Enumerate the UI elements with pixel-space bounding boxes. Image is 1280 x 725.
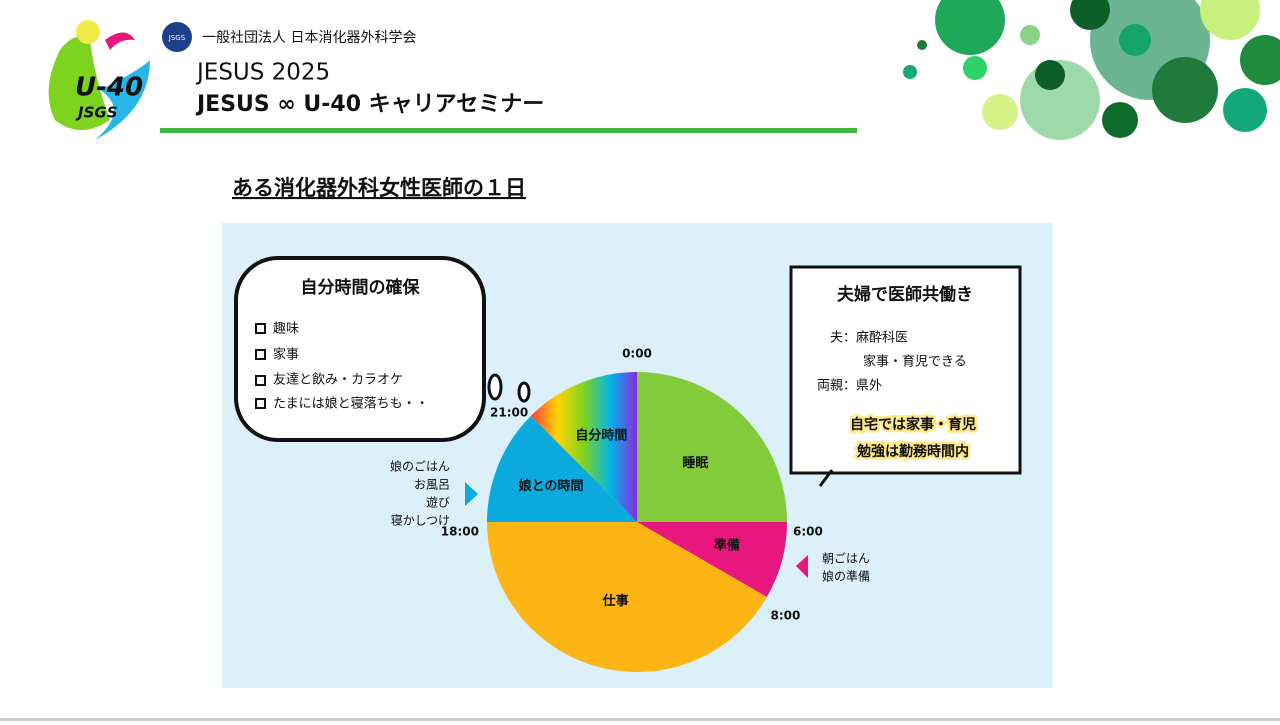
pie-slice	[637, 522, 787, 597]
pie-slice	[637, 372, 787, 522]
org: 一般社団法人 日本消化器外科学会	[202, 30, 416, 46]
box-title: 夫婦で医師共働き	[837, 284, 973, 305]
box-highlight: 自宅では家事・育児	[850, 416, 976, 433]
bubble-item: 趣味	[273, 322, 299, 337]
slice-label: 仕事	[602, 593, 629, 609]
time-label: 18:00	[441, 525, 479, 539]
logo-sub: JSGS	[75, 104, 118, 122]
note: 寝かしつけ	[391, 513, 450, 528]
badge: JSGS	[168, 34, 186, 42]
bubble-title: 自分時間の確保	[301, 277, 421, 298]
box-highlight: 勉強は勤務時間内	[856, 443, 969, 460]
bubble-item: 家事	[273, 347, 299, 363]
title: JESUS ∞ U-40 キャリアセミナー	[195, 92, 544, 117]
bubble-item: 友達と飲み・カラオケ	[273, 372, 403, 388]
box-line: 家事・育児できる	[863, 354, 967, 370]
note: 娘のごはん	[390, 459, 450, 474]
pie-slice	[530, 372, 637, 522]
slice-label: 自分時間	[575, 428, 627, 444]
slice-label: 準備	[714, 538, 740, 554]
pie-chart: 睡眠 0:00 準備 6:00 仕事 8:00 娘との時間 18:00 自分時間 21:00	[441, 347, 823, 673]
subtitle: ある消化器外科女性医師の１日	[232, 176, 526, 200]
note: 朝ごはん	[822, 551, 870, 566]
box-line: 夫：麻酔科医	[830, 331, 908, 346]
bubble-item: たまには娘と寝落ちも・・	[273, 396, 429, 412]
pie-slice	[487, 415, 637, 522]
slice-label: 娘との時間	[519, 478, 584, 494]
slice-label: 睡眠	[682, 455, 708, 471]
time-label: 21:00	[490, 406, 528, 420]
note: お風呂	[414, 478, 450, 492]
time-label: 6:00	[793, 525, 823, 539]
event: JESUS 2025	[195, 60, 330, 86]
note: 遊び	[426, 495, 450, 510]
box-line: 両親：県外	[817, 379, 882, 394]
pie-slice	[487, 522, 767, 673]
note: 娘の準備	[822, 569, 870, 584]
time-label: 8:00	[770, 609, 800, 623]
time-label: 0:00	[622, 347, 652, 361]
logo-main: U-40	[75, 73, 143, 103]
